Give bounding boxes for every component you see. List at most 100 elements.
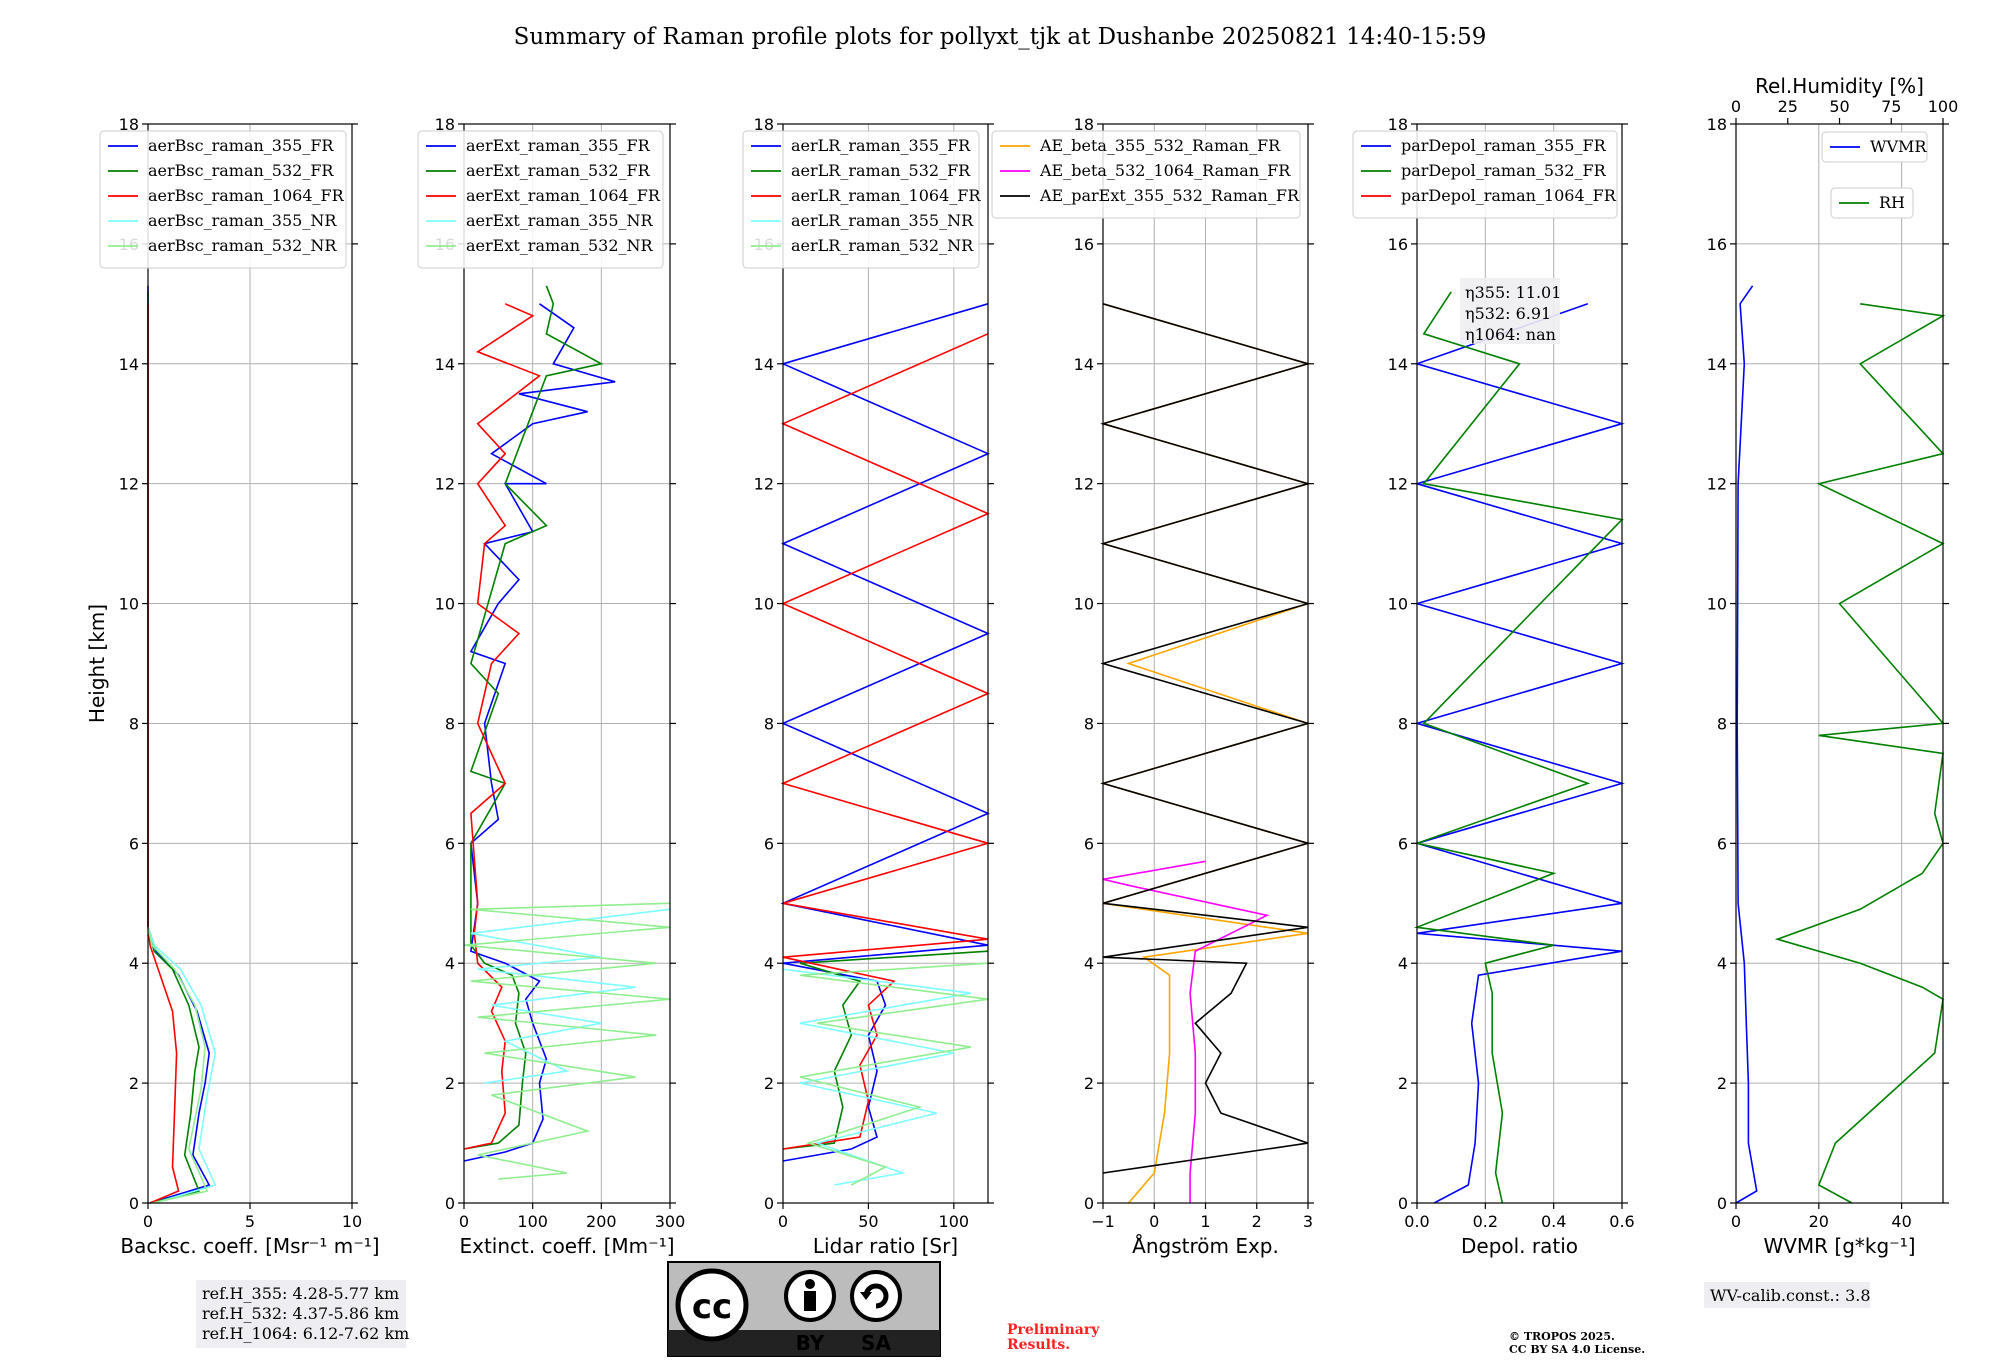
series-line-aerLR_raman_1064_FR xyxy=(780,333,991,1150)
ytick-label: 0 xyxy=(1398,1194,1408,1213)
ytick-label: 4 xyxy=(129,954,139,973)
ytick-label: 6 xyxy=(1398,834,1408,853)
ref-heights-box: ref.H_355: 4.28-5.77 km ref.H_532: 4.37-… xyxy=(196,1280,409,1348)
x-axis-label: WVMR [g*kg⁻¹] xyxy=(1763,1234,1915,1258)
legend-box xyxy=(742,130,980,269)
x-axis-label: Lidar ratio [Sr] xyxy=(813,1234,958,1258)
license-badge: cc BY SA xyxy=(667,1261,941,1357)
ytick-label: 2 xyxy=(1717,1074,1727,1093)
series-line-aerBsc_raman_1064_FR xyxy=(147,303,180,1204)
x-axis-label: Extinct. coeff. [Mm⁻¹] xyxy=(459,1234,674,1258)
legend-RH: RH xyxy=(1830,187,1914,219)
panel-2: 0246810121416180100200300Extinct. coeff.… xyxy=(417,115,685,1258)
ytick-label: 12 xyxy=(1074,475,1094,494)
xtick-label: 10 xyxy=(342,1212,362,1231)
ytick-label: 8 xyxy=(764,714,774,733)
ytick-label: 0 xyxy=(445,1194,455,1213)
ytick-label: 14 xyxy=(1388,355,1408,374)
ytick-label: 6 xyxy=(1717,834,1727,853)
series-line-parDepol_raman_355_FR xyxy=(1414,303,1625,1204)
axes-frame xyxy=(782,123,989,1204)
series-line-aerBsc_raman_532_NR xyxy=(147,927,209,1204)
legend-entry: aerBsc_raman_355_NR xyxy=(148,211,337,230)
xtick-label: 0 xyxy=(459,1212,469,1231)
legend: AE_beta_355_532_Raman_FR AE_beta_532_1064… xyxy=(991,130,1301,219)
legend-entry: AE_parExt_355_532_Raman_FR xyxy=(1039,186,1300,205)
ref-height-1064: ref.H_1064: 6.12-7.62 km xyxy=(202,1324,409,1343)
legend-entry: AE_beta_532_1064_Raman_FR xyxy=(1039,161,1291,180)
legend-entry: aerLR_raman_532_NR xyxy=(791,236,974,255)
cc-logo-text: cc xyxy=(692,1287,732,1327)
series-line-AE_beta_532_1064_Raman_FR xyxy=(1102,860,1270,1203)
legend-entry: aerBsc_raman_1064_FR xyxy=(148,186,345,205)
figure-title: Summary of Raman profile plots for polly… xyxy=(514,24,1487,50)
ytick-label: 2 xyxy=(445,1074,455,1093)
xtick-label: 100 xyxy=(939,1212,970,1231)
legend-entry: WVMR xyxy=(1870,137,1927,156)
ytick-label: 0 xyxy=(1084,1194,1094,1213)
ytick-label: 0 xyxy=(764,1194,774,1213)
series-line-aerExt_raman_355_FR xyxy=(463,303,616,1162)
xtick-label: 0 xyxy=(143,1212,153,1231)
y-axis-label: Height [km] xyxy=(85,604,109,723)
ytick-label: 0 xyxy=(129,1194,139,1213)
ytick-label: 6 xyxy=(764,834,774,853)
xtick-label: 0 xyxy=(1731,1212,1741,1231)
panel-5: 0 2 4 6 8 10 12 14 16 18 0.0 0.2 0.4 0.6 Depol. ratio p… xyxy=(1352,115,1635,1258)
legend-entry: parDepol_raman_532_FR xyxy=(1401,161,1607,180)
by-label: BY xyxy=(796,1331,825,1355)
series-line-parDepol_raman_532_FR xyxy=(1413,291,1624,1204)
ytick-label: 18 xyxy=(1074,115,1094,134)
xtick-label: 0.4 xyxy=(1541,1212,1566,1231)
ytick-label: 2 xyxy=(1084,1074,1094,1093)
xtick-label: −1 xyxy=(1091,1212,1115,1231)
ref-height-355: ref.H_355: 4.28-5.77 km xyxy=(202,1284,399,1303)
ytick-label: 10 xyxy=(119,595,139,614)
eta-value-3: η1064: nan xyxy=(1465,325,1556,344)
eta-box-bg xyxy=(1460,278,1560,344)
ytick-label: 6 xyxy=(1084,834,1094,853)
ytick-label: 10 xyxy=(1388,595,1408,614)
xtick-label: 3 xyxy=(1303,1212,1313,1231)
preliminary-line-1: Preliminary xyxy=(1007,1322,1100,1338)
xtick-label: 5 xyxy=(245,1212,255,1231)
legend-entry: aerExt_raman_532_NR xyxy=(466,236,654,255)
ytick-label: 8 xyxy=(1084,714,1094,733)
legend-box xyxy=(1352,130,1618,219)
ytick-label: 18 xyxy=(1388,115,1408,134)
series-line-WVMR xyxy=(1735,285,1758,1204)
legend: aerLR_raman_355_FR aerLR_raman_532_FR aerL… xyxy=(742,130,981,269)
series-line-aerLR_raman_355_FR xyxy=(780,303,990,1162)
legend-entry: aerBsc_raman_532_FR xyxy=(148,161,334,180)
axes-frame xyxy=(1416,123,1623,1204)
legend-box xyxy=(417,130,664,269)
rh-tick-label: 75 xyxy=(1881,97,1901,116)
ytick-label: 18 xyxy=(754,115,774,134)
ytick-label: 8 xyxy=(129,714,139,733)
ytick-label: 2 xyxy=(764,1074,774,1093)
series-line-aerLR_raman_355_NR xyxy=(782,968,972,1186)
ytick-label: 8 xyxy=(1717,714,1727,733)
ytick-label: 12 xyxy=(435,475,455,494)
ytick-label: 16 xyxy=(1388,235,1408,254)
legend-entry: aerExt_raman_1064_FR xyxy=(466,186,661,205)
legend-WVMR: WVMR xyxy=(1821,131,1928,163)
panels: 0246810121416180510Backsc. coeff. [Msr⁻¹… xyxy=(85,74,1958,1258)
x-axis-label: Ångström Exp. xyxy=(1132,1234,1279,1258)
ytick-label: 4 xyxy=(1398,954,1408,973)
rh-tick-label: 100 xyxy=(1928,97,1959,116)
ytick-label: 4 xyxy=(1084,954,1094,973)
eta-value-1: η355: 11.01 xyxy=(1465,283,1561,302)
ytick-label: 14 xyxy=(1707,355,1727,374)
ytick-label: 12 xyxy=(119,475,139,494)
legend-box xyxy=(99,130,347,269)
ref-height-532: ref.H_532: 4.37-5.86 km xyxy=(202,1304,399,1323)
panel-3: 024681012141618050100Lidar ratio [Sr]aer… xyxy=(742,115,994,1258)
rh-axis-label: Rel.Humidity [%] xyxy=(1755,74,1924,98)
ytick-label: 14 xyxy=(435,355,455,374)
ytick-label: 18 xyxy=(1707,115,1727,134)
legend-box xyxy=(991,130,1301,219)
rh-tick-label: 50 xyxy=(1829,97,1849,116)
x-axis-label: Depol. ratio xyxy=(1461,1234,1578,1258)
axes-frame xyxy=(1735,123,1944,1204)
